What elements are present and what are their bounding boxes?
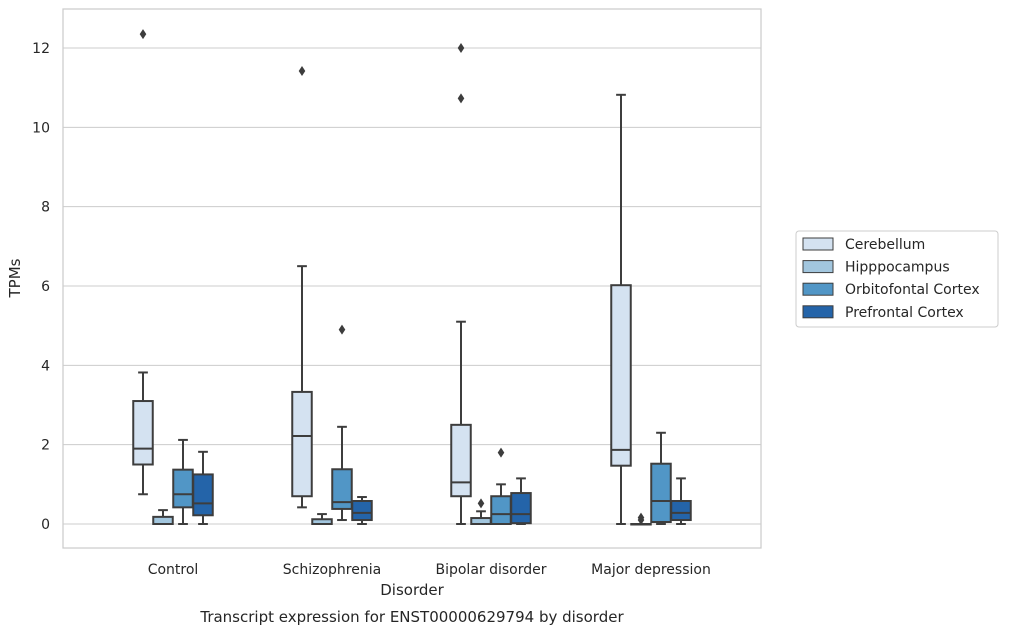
legend-swatch	[802, 237, 834, 251]
legend-label: Orbitofontal Cortex	[845, 282, 980, 298]
box-iqr	[351, 499, 373, 522]
box-hipppocampus	[630, 512, 652, 526]
outlier-point	[457, 43, 465, 53]
legend-swatch	[802, 282, 834, 296]
box-iqr	[132, 400, 154, 466]
outlier-point	[497, 447, 505, 458]
box-orbitofontal-cortex	[172, 438, 194, 525]
box-iqr	[450, 423, 472, 498]
box-iqr	[490, 495, 512, 526]
outlier-point	[139, 29, 147, 40]
box-iqr	[152, 515, 174, 525]
y-tick-label-12: 12	[32, 41, 50, 57]
box-iqr	[670, 499, 692, 522]
box-cerebellum	[291, 66, 313, 509]
box-iqr	[650, 462, 672, 524]
legend-swatch	[802, 260, 834, 274]
y-tick-label-4: 4	[41, 358, 50, 374]
y-tick-label-10: 10	[32, 120, 50, 136]
y-tick-label-2: 2	[41, 438, 50, 454]
box-prefrontal-cortex	[351, 496, 373, 525]
legend: Cerebellum Hipppocampus Orbitofontal Corte…	[795, 230, 999, 328]
plot-frame	[62, 8, 762, 549]
y-tick-labels: 0 2 4 6 8 10 12	[32, 41, 50, 533]
outlier-point	[477, 498, 485, 509]
legend-swatch	[802, 305, 834, 319]
y-tick-label-6: 6	[41, 279, 50, 295]
box-cerebellum	[132, 29, 154, 496]
box-iqr	[291, 390, 313, 498]
y-tick-label-8: 8	[41, 200, 50, 216]
x-tick-label: Control	[148, 562, 199, 578]
box-groups	[132, 29, 692, 526]
x-tick-label: Major depression	[591, 562, 711, 578]
outlier-point	[637, 515, 645, 526]
box-cerebellum	[610, 93, 632, 525]
y-axis-title: TPMs	[6, 258, 24, 298]
chart-caption: Transcript expression for ENST0000062979…	[199, 608, 624, 626]
box-iqr	[172, 468, 194, 509]
legend-label: Cerebellum	[845, 237, 925, 253]
box-prefrontal-cortex	[670, 477, 692, 525]
box-iqr	[610, 284, 632, 467]
box-prefrontal-cortex	[192, 450, 214, 525]
x-tick-label: Bipolar disorder	[435, 562, 546, 578]
outlier-point	[338, 324, 346, 335]
legend-label: Prefrontal Cortex	[845, 305, 964, 321]
x-tick-label: Schizophrenia	[283, 562, 381, 578]
plot-background	[63, 9, 761, 548]
x-axis-title: Disorder	[380, 581, 444, 599]
box-orbitofontal-cortex	[331, 324, 353, 522]
outlier-point	[457, 93, 465, 104]
box-hipppocampus	[311, 513, 333, 525]
outlier-point	[298, 66, 306, 77]
box-iqr	[510, 492, 532, 525]
x-tick-labels: Control Schizophrenia Bipolar disorder Majo…	[148, 562, 711, 578]
y-tick-label-0: 0	[41, 517, 50, 533]
box-prefrontal-cortex	[510, 477, 532, 525]
box-hipppocampus	[152, 509, 174, 525]
legend-label: Hipppocampus	[845, 260, 950, 276]
legend-frame	[795, 230, 999, 328]
legend-items: Cerebellum Hipppocampus Orbitofontal Corte…	[802, 237, 980, 321]
box-iqr	[331, 468, 353, 510]
box-iqr	[192, 473, 214, 517]
box-orbitofontal-cortex	[650, 431, 672, 525]
box-cerebellum	[450, 43, 472, 525]
